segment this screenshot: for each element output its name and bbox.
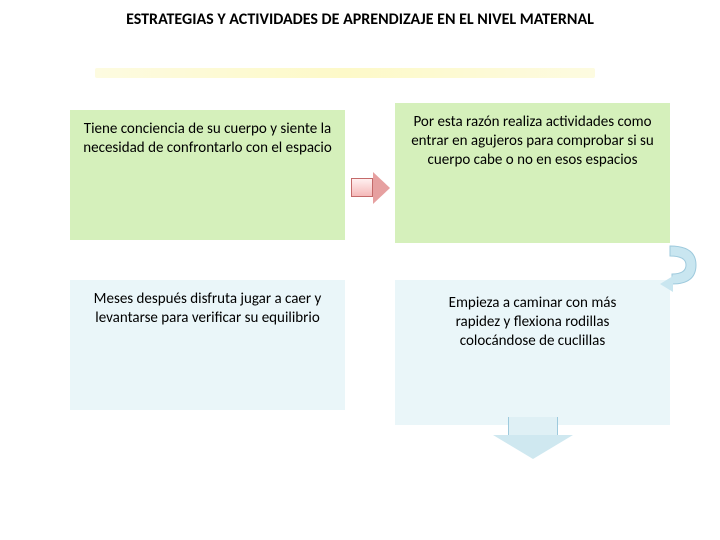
box-bottom-right: Empieza a caminar con más rapidez y flex… [395,280,670,425]
box-text: Por esta razón realiza actividades como … [407,113,658,169]
box-top-left: Tiene conciencia de su cuerpo y siente l… [70,110,345,240]
divider-band [95,68,595,78]
box-text: Meses después disfruta jugar a caer y le… [82,290,333,328]
box-text: Empieza a caminar con más rapidez y flex… [440,294,625,350]
page-title: ESTRATEGIAS Y ACTIVIDADES DE APRENDIZAJE… [0,10,720,29]
curve-arrow-icon [666,242,702,288]
box-text: Tiene conciencia de su cuerpo y siente l… [82,120,333,158]
box-top-right: Por esta razón realiza actividades como … [395,103,670,243]
box-bottom-left: Meses después disfruta jugar a caer y le… [70,280,345,410]
